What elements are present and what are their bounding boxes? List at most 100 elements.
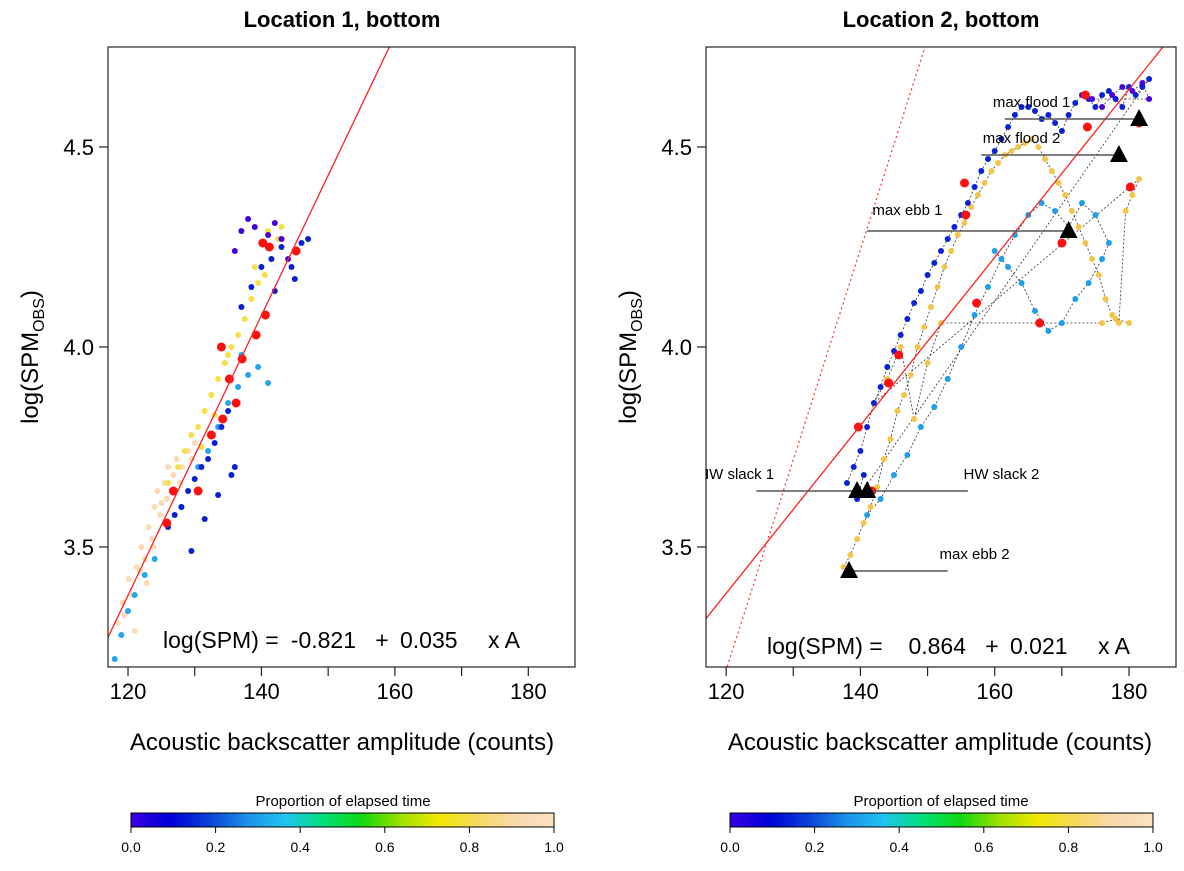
y-axis-label-1-main: log(SPM — [17, 332, 44, 424]
data-point — [1139, 80, 1146, 86]
data-point — [158, 500, 165, 506]
equation-1-plus: + — [375, 627, 388, 653]
y-axis-label-2-sub: OBS — [629, 298, 646, 332]
colorbar-tick-label: 0.4 — [290, 839, 310, 855]
data-point — [238, 304, 245, 310]
colorbar-tick-label: 0.4 — [889, 839, 909, 855]
data-point — [1058, 320, 1065, 326]
data-point — [1008, 148, 1015, 154]
annotation-marker — [840, 561, 859, 578]
data-point — [911, 300, 918, 306]
data-point — [1075, 224, 1082, 230]
data-point — [1099, 256, 1106, 262]
data-point — [145, 524, 152, 530]
data-point — [278, 224, 285, 230]
data-point — [1132, 92, 1139, 98]
data-point — [225, 408, 232, 414]
data-point — [125, 576, 132, 582]
data-point — [938, 248, 944, 254]
data-point — [954, 232, 961, 238]
y-tick-label: 3.5 — [63, 535, 94, 560]
data-point — [248, 296, 255, 302]
y-axis-label-1-end: ) — [17, 290, 44, 298]
colorbar-1-title: Proportion of elapsed time — [255, 793, 430, 810]
data-point — [211, 440, 218, 446]
colorbar-2-ticks: 0.0 0.2 0.4 0.6 0.8 1.0 — [720, 827, 1163, 855]
data-point — [1099, 92, 1106, 98]
data-point — [974, 192, 981, 198]
plot-area-1 — [108, 47, 391, 662]
data-point — [205, 456, 212, 462]
plot-area-2: max flood 1 max flood 2 max ebb 1 HW slack … — [706, 47, 1164, 667]
data-point — [154, 488, 161, 494]
equation-2-intercept: 0.864 — [908, 633, 966, 659]
data-point — [1112, 96, 1119, 102]
data-point — [171, 512, 178, 518]
annotation-label: max ebb 2 — [940, 546, 1010, 563]
data-point — [1045, 112, 1052, 118]
highlight-point — [1125, 182, 1135, 192]
data-point — [1085, 280, 1092, 286]
equation-1-rhs: x A — [488, 627, 521, 653]
plot-frame-2 — [705, 46, 1177, 668]
data-point — [917, 424, 924, 430]
data-point — [141, 572, 148, 578]
equation-1-lhs: log(SPM) = — [163, 627, 279, 653]
x-ticks-2: 120 140 160 180 — [708, 667, 1148, 704]
data-point — [111, 656, 118, 662]
data-point — [1062, 192, 1069, 198]
data-point — [924, 272, 931, 278]
colorbar-1: Proportion of elapsed time 0.0 0.2 0.4 0.6 0… — [121, 793, 564, 855]
x-tick-label: 180 — [510, 679, 547, 704]
fit-line — [706, 47, 1164, 620]
data-point — [1072, 296, 1079, 302]
data-point — [1015, 144, 1022, 150]
data-point — [125, 608, 131, 614]
data-point — [255, 364, 262, 370]
x-tick-label: 180 — [1111, 679, 1148, 704]
annotation-marker — [1059, 221, 1078, 238]
annotation-marker — [1109, 145, 1128, 162]
data-point — [198, 464, 205, 470]
data-point — [1129, 192, 1136, 198]
data-point — [1025, 104, 1032, 110]
highlight-point — [1082, 122, 1092, 132]
data-point — [288, 264, 295, 270]
data-point — [191, 440, 198, 446]
highlight-point — [193, 486, 203, 496]
data-point — [850, 464, 857, 470]
equation-2-lhs: log(SPM) = — [767, 633, 883, 659]
x-tick-label: 140 — [842, 679, 879, 704]
equation-1: log(SPM) = -0.821 + 0.035 x A — [163, 627, 521, 653]
highlight-point — [894, 350, 904, 360]
highlight-point — [231, 398, 241, 408]
data-point — [115, 620, 121, 626]
data-point — [897, 332, 904, 338]
data-point — [235, 384, 242, 390]
y-axis-label-2: log(SPMOBS) — [615, 290, 646, 424]
data-point — [181, 448, 188, 454]
data-point — [958, 344, 965, 350]
data-point — [261, 272, 268, 278]
data-point — [245, 372, 252, 378]
data-point — [1109, 312, 1116, 318]
data-point — [218, 424, 225, 430]
data-point — [248, 284, 255, 290]
data-point — [258, 264, 265, 270]
data-point — [188, 548, 195, 554]
data-point — [1089, 96, 1096, 102]
highlight-point — [162, 518, 172, 528]
data-point — [1102, 296, 1109, 302]
colorbar-tick-label: 1.0 — [544, 839, 564, 855]
x-ticks-1: 120 140 160 180 — [110, 667, 547, 704]
data-point — [907, 372, 914, 378]
colorbar-tick-label: 0.2 — [206, 839, 226, 855]
annotation-marker — [1130, 109, 1149, 126]
data-point — [1055, 180, 1062, 186]
y-axis-label-2-main: log(SPM — [615, 332, 642, 424]
data-point — [251, 224, 258, 230]
data-point — [1028, 136, 1035, 142]
data-point — [205, 448, 212, 454]
trajectory-path — [866, 202, 1110, 516]
